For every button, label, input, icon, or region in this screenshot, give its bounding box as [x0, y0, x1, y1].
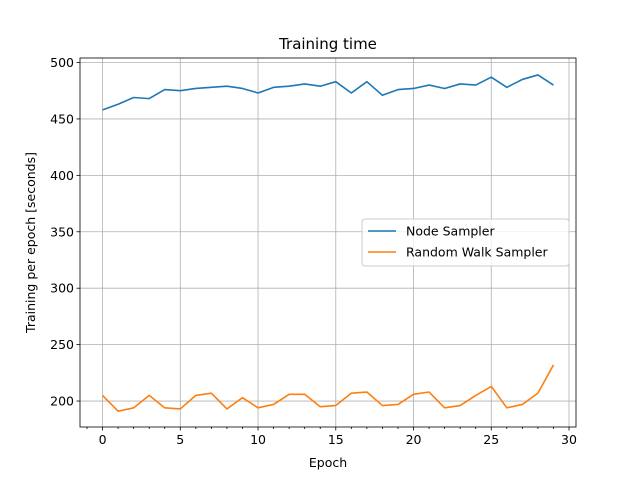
legend-box: [361, 218, 570, 267]
y-tick-label: 300: [50, 281, 74, 296]
x-tick-label: 15: [328, 432, 344, 447]
y-tick-label: 200: [50, 394, 74, 409]
legend-label: Node Sampler: [406, 224, 495, 239]
y-tick-label: 450: [50, 111, 74, 126]
y-tick-label: 350: [50, 224, 74, 239]
chart-title: Training time: [278, 35, 377, 53]
series-line-random-walk-sampler: [101, 364, 555, 413]
y-tick-label: 500: [50, 55, 74, 70]
legend: Node Sampler Random Walk Sampler: [361, 218, 570, 267]
x-tick-label: 0: [99, 432, 107, 447]
x-tick-label: 5: [176, 432, 184, 447]
x-tick-label: 30: [561, 432, 577, 447]
plot-frame: [79, 57, 577, 428]
series-line-node-sampler: [102, 74, 554, 111]
series-lines: [101, 74, 555, 413]
axis-ticks: 0 5 10 15 20 25 30 200 250 300 350 400 450 500: [50, 55, 577, 447]
y-tick-label: 250: [50, 337, 74, 352]
x-tick-label: 10: [250, 432, 266, 447]
y-tick-label: 400: [50, 168, 74, 183]
legend-label: Random Walk Sampler: [406, 245, 548, 260]
y-axis-label: Training per epoch [seconds]: [23, 152, 38, 334]
x-axis-label: Epoch: [309, 455, 347, 470]
x-tick-label: 20: [406, 432, 422, 447]
x-tick-label: 25: [483, 432, 499, 447]
